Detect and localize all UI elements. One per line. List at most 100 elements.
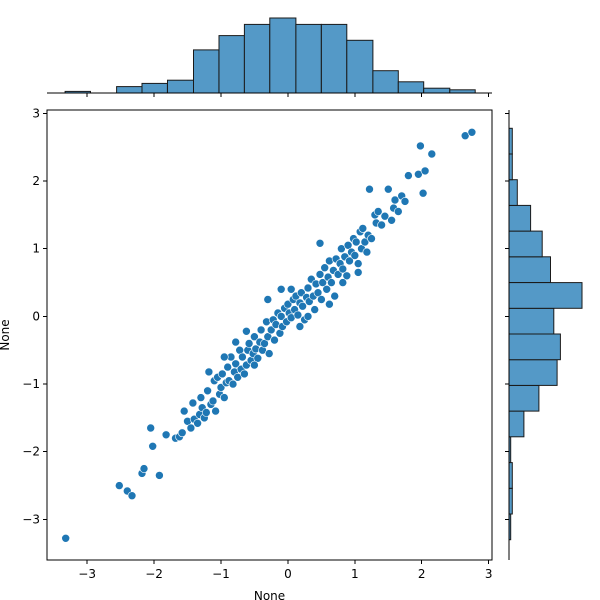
scatter-point: [400, 197, 410, 206]
scatter-point: [333, 270, 343, 279]
scatter-point: [353, 259, 363, 268]
scatter-point: [342, 271, 352, 281]
scatter-point: [202, 408, 211, 417]
scatter-point: [362, 247, 372, 257]
scatter-point: [327, 278, 336, 287]
x-tick-label: 3: [485, 567, 493, 581]
scatter-point: [148, 441, 157, 451]
scatter-point: [238, 352, 247, 362]
right-histogram-bar: [508, 384, 540, 412]
x-tick-label: 2: [418, 567, 426, 581]
top-histogram-bar: [397, 81, 425, 94]
scatter-point: [211, 406, 220, 416]
top-histogram-bar: [193, 49, 220, 94]
scatter-point: [266, 325, 276, 335]
top-marginal-ticks: [86, 93, 490, 97]
scatter-point: [218, 369, 227, 379]
scatter-point: [330, 291, 340, 301]
top-histogram-bar: [423, 87, 451, 94]
scatter-point: [414, 170, 423, 179]
scatter-point: [358, 224, 368, 233]
scatter-point: [115, 481, 124, 490]
top-histogram-bar: [141, 82, 168, 94]
scatter-point: [250, 360, 259, 370]
scatter-point: [313, 288, 323, 298]
top-histogram-bar: [320, 23, 348, 94]
scatter-point: [203, 386, 212, 396]
right-histogram-bar: [508, 256, 551, 283]
scatter-point: [404, 171, 413, 180]
top-histogram-bar: [295, 23, 322, 94]
scatter-point: [264, 349, 274, 358]
scatter-point: [380, 211, 390, 221]
x-axis-label: None: [254, 589, 285, 600]
scatter-point: [337, 244, 346, 253]
scatter-point: [320, 263, 330, 273]
scatter-point: [367, 234, 376, 243]
top-histogram-bar: [116, 86, 143, 94]
scatter-point: [61, 533, 70, 543]
scatter-point: [315, 239, 325, 248]
scatter-point: [420, 166, 430, 176]
scatter-point: [416, 141, 425, 151]
scatter-point: [231, 359, 240, 369]
scatter-point: [186, 423, 196, 433]
scatter-point: [256, 325, 266, 335]
scatter-point: [188, 398, 198, 408]
right-histogram-bar: [508, 333, 561, 361]
right-histogram-bars: [508, 127, 583, 541]
scatter-point: [233, 372, 242, 382]
x-ticks: −3 −2 −1 0 1 2 3: [78, 560, 492, 581]
scatter-point: [418, 188, 428, 198]
scatter-point: [338, 264, 348, 274]
top-histogram-bar: [218, 35, 245, 94]
scatter-point: [240, 369, 249, 379]
right-histogram-bar: [508, 359, 558, 386]
scatter-point: [343, 241, 353, 250]
scatter-point: [303, 283, 313, 293]
scatter-point: [325, 299, 334, 309]
top-histogram-bar: [269, 17, 297, 94]
scatter-point: [196, 393, 206, 402]
x-tick-label: −2: [145, 567, 163, 581]
joint-frame: [46, 109, 493, 561]
scatter-point: [228, 379, 238, 389]
scatter-point: [127, 491, 137, 501]
scatter-point: [293, 310, 303, 320]
scatter-point: [155, 471, 164, 480]
y-tick-label: −3: [22, 512, 40, 526]
scatter-point: [276, 284, 286, 294]
right-histogram-bar: [508, 282, 583, 309]
scatter-point: [263, 295, 273, 304]
y-tick-label: 2: [32, 174, 40, 188]
scatter-point: [276, 312, 286, 321]
y-tick-label: 1: [32, 242, 40, 256]
scatter-point: [295, 322, 305, 331]
scatter-point: [460, 131, 470, 140]
scatter-point: [204, 367, 214, 377]
scatter-point: [318, 278, 328, 287]
scatter-points: [61, 128, 477, 543]
scatter-point: [338, 278, 348, 287]
scatter-point: [315, 270, 325, 279]
scatter-point: [253, 353, 263, 363]
scatter-point: [263, 332, 273, 342]
scatter-point: [250, 332, 259, 342]
scatter-point: [139, 464, 149, 473]
scatter-point: [350, 251, 360, 260]
scatter-point: [220, 393, 229, 402]
right-histogram-bar: [508, 410, 525, 438]
scatter-point: [365, 184, 374, 194]
scatter-point: [387, 216, 396, 225]
top-histogram-bar: [243, 23, 271, 94]
y-axis-label: None: [0, 319, 12, 350]
right-marginal-ticks: [505, 112, 509, 520]
right-histogram-bar: [508, 179, 518, 206]
y-tick-label: −1: [22, 377, 40, 391]
scatter-point: [351, 237, 361, 247]
top-histogram-bar: [167, 79, 195, 94]
scatter-point: [179, 406, 189, 416]
scatter-point: [303, 312, 313, 321]
scatter-point: [242, 326, 251, 336]
